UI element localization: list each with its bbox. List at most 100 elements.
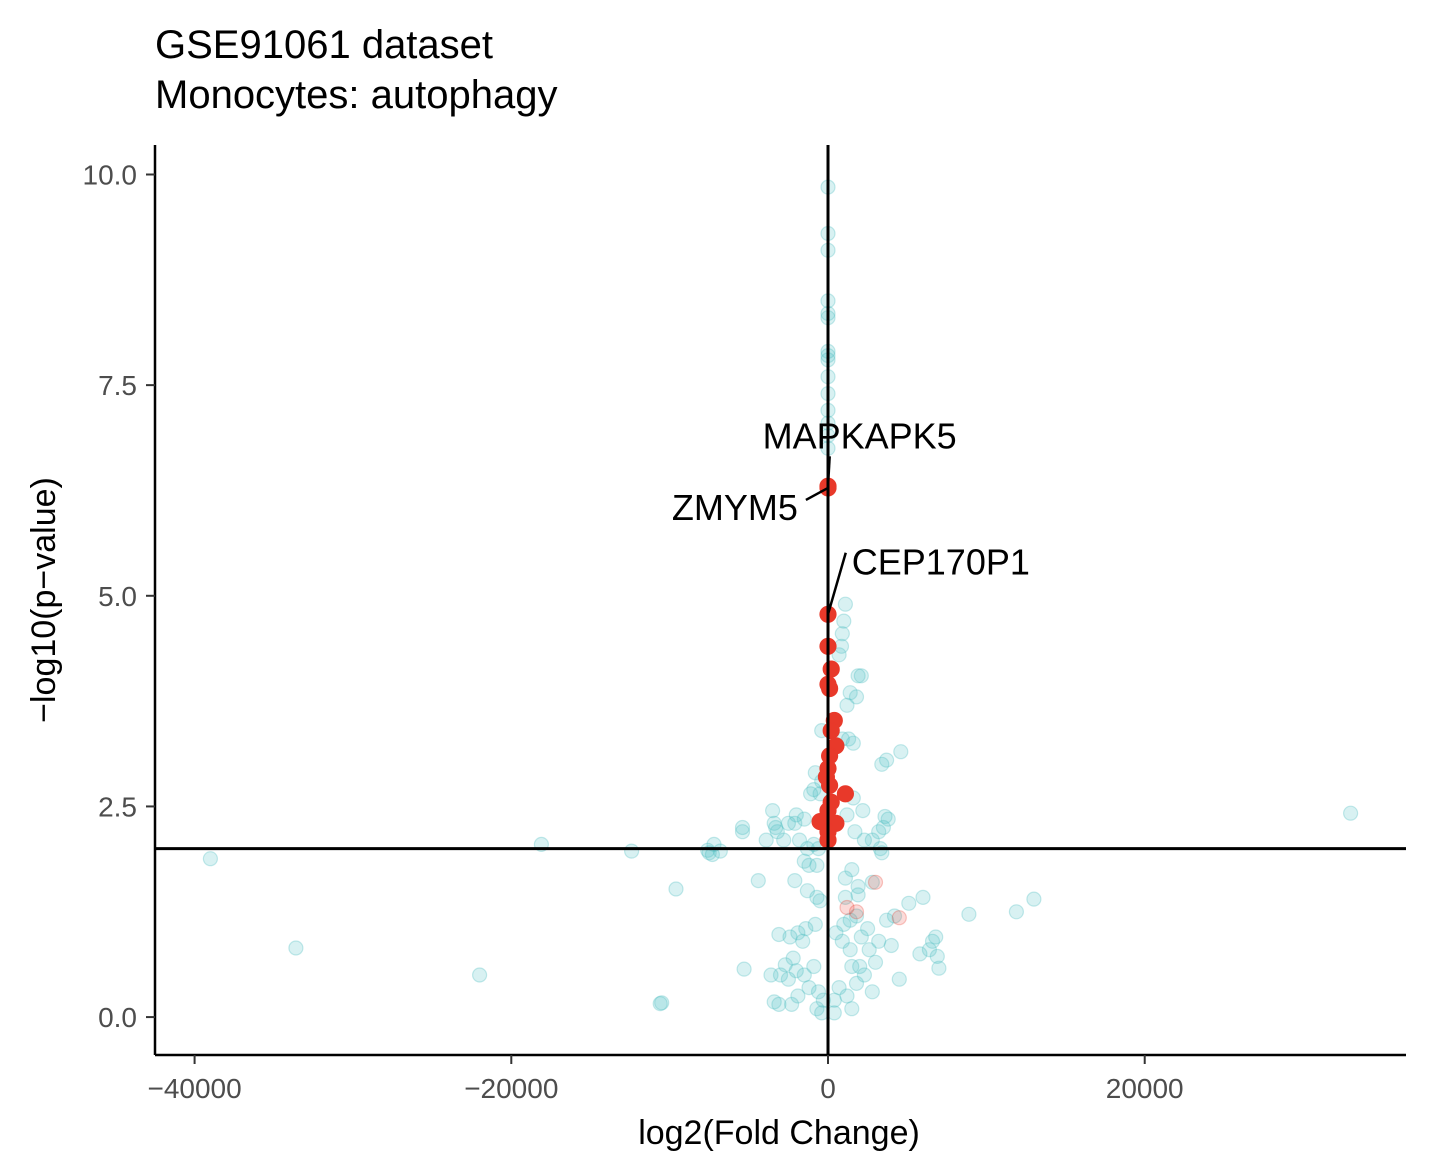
gene-point-0-31 [874, 756, 890, 772]
gene-point-0-75 [801, 857, 817, 874]
gene-point-0-64 [875, 819, 892, 836]
gene-point-0-40 [780, 815, 797, 831]
gene-label-cep170p1: CEP170P1 [852, 542, 1030, 583]
gene-point-0-108 [736, 961, 752, 977]
gene-point-0-36 [802, 786, 819, 802]
gene-point-0-119 [783, 996, 800, 1013]
gene-point-1-3 [839, 899, 855, 916]
gene-point-0-38 [796, 811, 812, 827]
gene-point-0-99 [859, 920, 876, 937]
chart-title: GSE91061 dataset [155, 23, 494, 67]
gene-point-0-117 [654, 995, 670, 1011]
axes: −40000 −20000 0 20000 0.0 2.5 5.0 7.5 10.0 [83, 145, 1406, 1104]
x-axis-title: log2(Fold Change) [638, 1114, 920, 1152]
gene-point-0-134 [924, 933, 941, 949]
gene-point-0-23 [848, 689, 865, 705]
gene-point-0-90 [1026, 891, 1042, 907]
gene-point-0-152 [853, 929, 869, 945]
gene-point-0-37 [788, 807, 804, 823]
gene-point-0-81 [787, 872, 803, 889]
gene-point-0-85 [809, 889, 825, 906]
gene-point-0-74 [809, 857, 825, 874]
highlighted-gene-point-2-14 [836, 785, 855, 803]
gene-point-0-77 [844, 861, 860, 878]
gene-point-0-109 [777, 957, 793, 973]
gene-point-0-139 [912, 946, 928, 962]
x-tick-label-2: 0 [820, 1073, 836, 1104]
gene-point-0-140 [891, 971, 907, 987]
gene-point-0-42 [766, 815, 782, 831]
gene-point-0-71 [855, 802, 871, 819]
gene-point-0-102 [790, 925, 806, 941]
gene-point-0-137 [929, 948, 945, 965]
gene-point-0-143 [842, 942, 858, 958]
gene-point-0-82 [750, 872, 766, 889]
gene-point-0-78 [837, 870, 854, 886]
highlighted-gene-point-2-6 [820, 679, 839, 698]
chart-subtitle: Monocytes: autophagy [155, 73, 558, 117]
gene-label-leader-2 [826, 552, 847, 615]
gene-point-0-19 [831, 647, 847, 663]
gene-point-1-1 [867, 874, 884, 890]
gene-point-0-28 [845, 735, 861, 751]
gene-point-0-116 [806, 958, 822, 975]
gene-point-0-24 [839, 697, 855, 713]
gene-point-0-131 [861, 942, 877, 958]
gene-point-0-69 [839, 807, 855, 823]
gene-point-0-123 [801, 979, 817, 996]
gene-point-0-103 [771, 926, 787, 943]
gene-point-0-112 [780, 971, 797, 987]
gene-point-0-65 [880, 811, 896, 827]
gene-point-1-0 [891, 910, 907, 926]
gene-labels: MAPKAPK5 ZMYM5 CEP170P1 [672, 415, 1030, 615]
gene-point-0-127 [831, 979, 847, 996]
gene-point-0-47 [700, 842, 716, 858]
gene-point-0-132 [871, 933, 887, 949]
gene-point-0-124 [810, 984, 827, 1000]
gene-point-0-138 [931, 960, 947, 976]
gene-point-0-41 [764, 802, 781, 819]
gene-point-0-43 [768, 819, 784, 836]
gene-point-0-142 [844, 958, 860, 975]
gene-label-mapkapk5: MAPKAPK5 [763, 415, 957, 456]
gene-point-0-92 [961, 906, 977, 922]
gene-point-0-146 [864, 984, 880, 1000]
y-tick-label-4: 10.0 [83, 159, 138, 190]
gene-point-0-105 [795, 933, 811, 949]
gene-point-0-110 [785, 950, 801, 966]
gene-point-0-27 [840, 731, 857, 747]
gene-point-0-130 [852, 958, 868, 975]
gene-point-0-86 [812, 893, 828, 909]
highlighted-gene-point-2-13 [820, 776, 839, 795]
gene-point-0-51 [623, 843, 640, 859]
gene-point-0-45 [734, 824, 751, 840]
gene-point-0-106 [288, 940, 304, 956]
gene-point-0-107 [472, 967, 488, 983]
gene-point-0-88 [850, 887, 866, 903]
reference-lines [155, 145, 1406, 1055]
gene-point-0-111 [788, 963, 804, 979]
gene-point-0-55 [776, 832, 792, 848]
y-axis-title: −log10(p−value) [25, 477, 63, 723]
gene-point-0-94 [886, 908, 903, 924]
gene-point-0-20 [850, 668, 866, 684]
gene-label-leader-1 [805, 486, 829, 502]
gene-point-0-30 [878, 752, 895, 768]
gene-point-0-73 [202, 851, 218, 867]
y-tick-label-1: 2.5 [98, 791, 137, 822]
gene-point-0-147 [844, 1001, 860, 1017]
gene-point-0-84 [799, 883, 816, 899]
gene-point-0-76 [796, 853, 812, 869]
gene-point-0-144 [834, 933, 850, 949]
gene-point-0-16 [836, 613, 852, 629]
gene-point-0-79 [850, 878, 866, 895]
gene-point-0-128 [839, 988, 855, 1004]
gene-point-0-60 [847, 824, 863, 840]
y-tick-label-3: 7.5 [98, 370, 137, 401]
gene-point-0-150 [809, 1001, 825, 1017]
gene-point-0-93 [901, 895, 917, 911]
gene-point-0-101 [798, 920, 814, 937]
x-tick-label-1: −20000 [464, 1073, 558, 1104]
